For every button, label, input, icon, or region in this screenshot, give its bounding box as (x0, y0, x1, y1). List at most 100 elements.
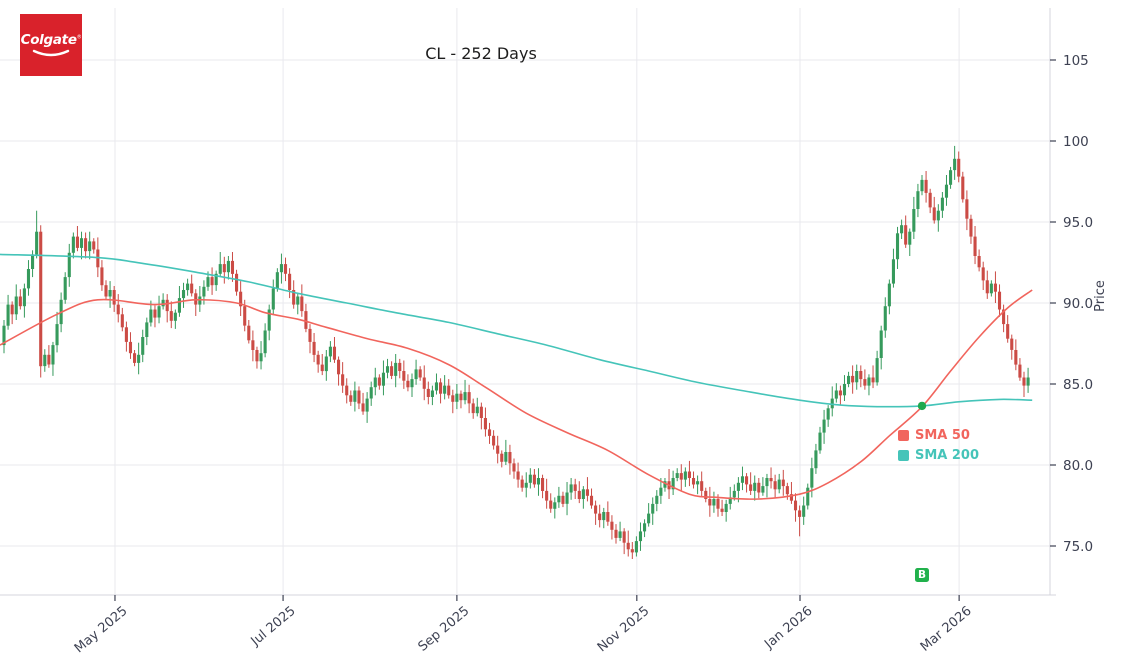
candle-body (369, 387, 373, 399)
candle-body (802, 505, 806, 517)
candle-body (390, 366, 394, 376)
candle-body (798, 510, 802, 517)
candle-body (900, 225, 904, 234)
candle-body (541, 478, 545, 491)
candle-body (230, 260, 235, 274)
candle-body (324, 356, 328, 372)
candle-body (993, 283, 997, 292)
x-tick-label: Jan 2026 (761, 604, 815, 653)
candle-body (31, 254, 35, 269)
candle-body (157, 306, 161, 318)
candle-body (328, 346, 332, 357)
candle-body (806, 487, 810, 506)
candle-body (769, 478, 773, 482)
candle-body (977, 256, 981, 268)
candle-body (206, 277, 210, 287)
candle-body (398, 362, 402, 371)
candle-body (459, 393, 463, 401)
candle-body (430, 390, 434, 397)
candle-body (332, 346, 337, 360)
candle-body (614, 529, 618, 538)
candle-body (822, 419, 826, 433)
candle-body (292, 290, 296, 305)
candle-body (169, 311, 173, 321)
candle-body (116, 304, 120, 315)
candle-body (553, 502, 557, 509)
x-tick-label: Jul 2025 (248, 604, 299, 650)
candle-body (279, 264, 283, 273)
candle-body (124, 327, 128, 342)
candle-body (912, 209, 916, 232)
candle-body (875, 358, 879, 383)
candle-body (679, 473, 683, 480)
candle-body (475, 406, 479, 414)
candle-body (63, 277, 67, 300)
candle-body (969, 218, 973, 237)
candle-body (259, 353, 263, 362)
candle-body (524, 482, 528, 488)
candle-body (920, 179, 924, 192)
candle-body (55, 324, 59, 346)
candle-body (634, 541, 638, 553)
candle-body (630, 549, 634, 553)
candle-body (532, 474, 536, 485)
candle-body (35, 231, 39, 255)
candle-body (745, 476, 749, 485)
chart-legend: SMA 50 SMA 200 (898, 428, 979, 463)
y-tick-label: 75.0 (1063, 539, 1093, 555)
candle-body (377, 377, 381, 386)
y-axis-title: Price (1093, 280, 1108, 312)
y-tick-label: 80.0 (1063, 458, 1093, 474)
candle-body (777, 479, 781, 490)
candle-body (598, 513, 602, 521)
x-tick-label: Sep 2025 (416, 604, 473, 655)
candle-body (638, 531, 643, 542)
colgate-logo: Colgate® (20, 14, 82, 76)
candle-body (585, 489, 589, 496)
candle-body (789, 494, 793, 501)
candle-body (43, 354, 47, 367)
candle-body (851, 375, 855, 383)
buy-signal-badge: B (915, 568, 929, 583)
candle-body (1010, 338, 1014, 350)
candle-body (120, 314, 124, 328)
candle-body (814, 450, 818, 469)
chart-title: CL - 252 Days (425, 44, 537, 63)
candle-body (867, 377, 871, 386)
sma200-line (0, 253, 1033, 408)
candle-body (71, 236, 75, 253)
trademark-symbol: ® (76, 34, 82, 40)
candle-body (687, 471, 691, 478)
candle-body (569, 484, 573, 493)
y-tick-label: 100 (1063, 134, 1089, 150)
candle-body (606, 512, 610, 522)
candle-body (716, 499, 720, 509)
candle-body (708, 499, 712, 506)
candle-body (406, 380, 410, 388)
candle-body (985, 280, 989, 294)
candle-body (1014, 350, 1018, 365)
candle-body (818, 432, 822, 451)
candle-body (443, 385, 447, 394)
candle-body (161, 299, 165, 307)
candle-body (989, 283, 993, 294)
candle-body (1022, 377, 1026, 386)
candle-body (549, 500, 553, 509)
candle-body (965, 199, 969, 219)
candle-body (883, 306, 887, 331)
candle-body (487, 429, 492, 436)
candle-body (536, 478, 541, 485)
candle-body (84, 238, 88, 252)
candle-body (618, 531, 622, 538)
candle-body (210, 277, 214, 286)
candle-body (736, 482, 740, 491)
candle-body (740, 476, 745, 483)
candle-body (757, 482, 761, 493)
candle-body (565, 492, 569, 504)
candle-body (1026, 377, 1030, 386)
candle-body (133, 353, 137, 363)
candle-body (651, 503, 655, 514)
candle-body (149, 309, 153, 323)
candle-body (504, 452, 508, 462)
